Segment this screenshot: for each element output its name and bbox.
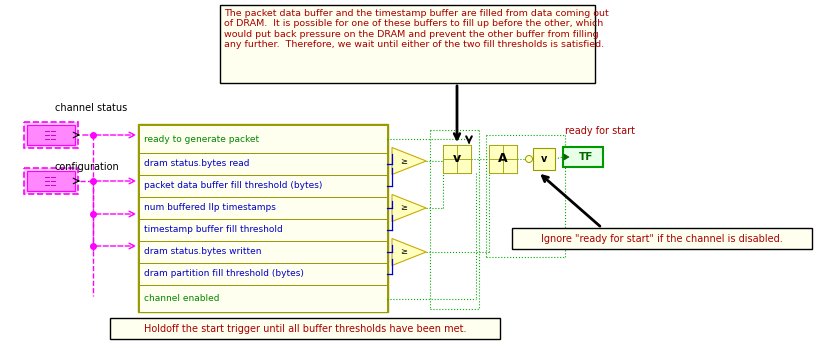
Text: ready for start: ready for start	[565, 126, 635, 136]
Text: dram partition fill threshold (bytes): dram partition fill threshold (bytes)	[144, 270, 304, 279]
Bar	[139, 241, 387, 263]
Text: ≥: ≥	[400, 156, 407, 166]
Polygon shape	[564, 154, 569, 160]
Bar	[443, 159, 457, 173]
Text: ≥: ≥	[400, 203, 407, 213]
Circle shape	[526, 155, 532, 163]
Text: A: A	[498, 153, 508, 166]
Bar	[563, 147, 603, 167]
Bar	[443, 145, 457, 159]
Bar	[139, 153, 387, 175]
Text: Ignore "ready for start" if the channel is disabled.: Ignore "ready for start" if the channel …	[542, 234, 783, 244]
Bar	[533, 148, 555, 170]
Bar	[139, 219, 387, 241]
Polygon shape	[392, 238, 426, 265]
Bar	[139, 263, 387, 285]
Text: Holdoff the start trigger until all buffer thresholds have been met.: Holdoff the start trigger until all buff…	[144, 323, 467, 333]
Bar	[503, 145, 517, 159]
Text: v: v	[453, 153, 461, 166]
Text: channel enabled: channel enabled	[144, 294, 220, 303]
Bar	[489, 145, 503, 159]
Text: packet data buffer fill threshold (bytes): packet data buffer fill threshold (bytes…	[144, 181, 323, 190]
Bar	[24, 168, 78, 194]
Text: dram status.bytes written: dram status.bytes written	[144, 248, 262, 257]
Text: channel status: channel status	[55, 103, 128, 113]
Text: timestamp buffer fill threshold: timestamp buffer fill threshold	[144, 225, 283, 235]
Bar	[457, 145, 471, 159]
Bar	[139, 285, 387, 312]
Bar	[139, 197, 387, 219]
Bar	[24, 122, 78, 148]
Text: The packet data buffer and the timestamp buffer are filled from data coming out
: The packet data buffer and the timestamp…	[224, 9, 609, 49]
Text: configuration: configuration	[55, 162, 120, 172]
Text: ≥: ≥	[400, 248, 407, 257]
Bar	[139, 125, 387, 153]
Text: num buffered llp timestamps: num buffered llp timestamps	[144, 203, 276, 213]
Bar	[443, 145, 471, 173]
Polygon shape	[392, 194, 426, 222]
Bar	[27, 171, 75, 191]
Bar	[512, 228, 812, 249]
Polygon shape	[392, 147, 426, 175]
Bar	[220, 5, 595, 83]
Text: ready to generate packet: ready to generate packet	[144, 134, 259, 143]
Bar	[503, 159, 517, 173]
Bar	[110, 318, 500, 339]
Bar	[457, 159, 471, 173]
Bar	[139, 175, 387, 197]
Text: v: v	[541, 154, 547, 164]
Text: TF: TF	[579, 152, 593, 162]
Bar	[27, 125, 75, 145]
Bar	[138, 124, 388, 312]
Bar	[489, 159, 503, 173]
Text: dram status.bytes read: dram status.bytes read	[144, 159, 249, 168]
Bar	[489, 145, 517, 173]
